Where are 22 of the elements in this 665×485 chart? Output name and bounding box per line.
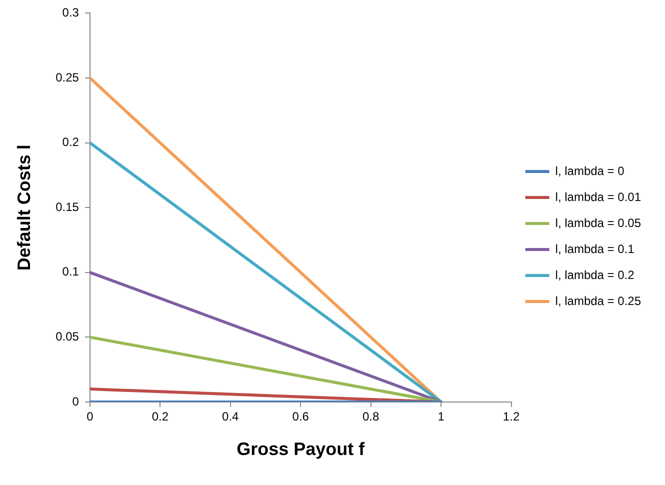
y-tick-label: 0.2 (62, 135, 80, 150)
y-tick-label: 0.3 (62, 6, 80, 20)
x-tick-label: 1.2 (502, 410, 520, 424)
legend-label: l, lambda = 0.2 (555, 268, 635, 282)
y-tick-label: 0 (72, 394, 80, 408)
x-tick-label: 0.6 (292, 410, 310, 424)
x-axis-title: Gross Payout f (236, 439, 366, 460)
legend-label: l, lambda = 0.01 (555, 190, 642, 204)
x-tick-label: 0.8 (362, 410, 380, 424)
x-tick-label: 0 (86, 410, 94, 424)
y-tick-label: 0.1 (62, 264, 80, 279)
x-tick-label: 0.4 (222, 410, 240, 424)
x-tick-label: 0.2 (152, 410, 169, 424)
y-tick-label: 0.25 (56, 70, 80, 84)
y-tick-label: 0.15 (56, 200, 80, 214)
y-axis-title: Default Costs l (14, 144, 34, 271)
y-tick-label: 0.05 (56, 330, 80, 344)
legend-label: l, lambda = 0.1 (555, 242, 635, 256)
legend-label: l, lambda = 0.05 (555, 216, 642, 230)
x-tick-label: 1 (438, 410, 445, 424)
legend-label: l, lambda = 0.25 (555, 294, 642, 308)
legend-label: l, lambda = 0 (555, 164, 625, 178)
